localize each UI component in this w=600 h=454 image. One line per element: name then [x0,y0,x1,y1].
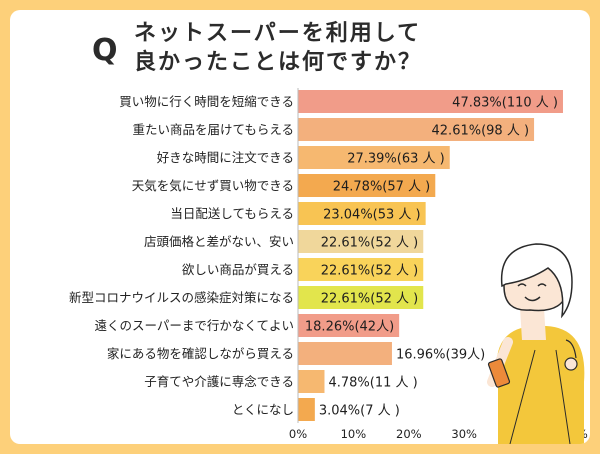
value-label: 22.61%(52 人 ) [321,236,419,251]
woman-with-phone-illustration [487,243,585,444]
bar-chart: Q ネットスーパーを利用して 良かったことは何ですか？ 買い物に行く時間を短縮で… [69,21,588,444]
title-line-1: ネットスーパーを利用して [134,21,421,46]
category-label: 子育てや介護に専念できる [144,374,294,389]
chart-card: Q ネットスーパーを利用して 良かったことは何ですか？ 買い物に行く時間を短縮で… [10,10,590,444]
value-label: 4.78%(11 人 ) [328,376,417,391]
bar [298,342,392,365]
x-tick-label: 20% [396,427,422,441]
category-label: とくになし [232,402,294,417]
category-label: 家にある物を確認しながら買える [107,346,294,361]
category-label: 欲しい商品が買える [182,262,294,277]
bar [298,398,315,421]
bar [298,286,424,309]
value-label: 47.83%(110 人 ) [452,96,558,111]
bar [298,118,535,141]
bar [298,314,400,337]
title-q-letter: Q [92,33,118,68]
category-label: 買い物に行く時間を短縮できる [119,94,294,109]
x-tick-label: 30% [451,427,477,441]
value-label: 22.61%(52 人 ) [321,292,419,307]
value-label: 22.61%(52 人 ) [321,264,419,279]
bar [298,174,436,197]
value-label: 24.78%(57 人 ) [333,180,431,195]
bar [298,370,325,393]
value-labels-group: 47.83%(110 人 ) 42.61%(98 人 ) 27.39%(63 人 )… [305,96,558,419]
bar [298,202,426,225]
value-label: 23.04%(53 人 ) [323,208,421,223]
x-tick-label: 0% [289,427,307,441]
bar [298,146,450,169]
category-label: 新型コロナウイルスの感染症対策になる [69,290,294,305]
bar [298,90,563,113]
category-label: 遠くのスーパーまで行かなくてよい [94,318,294,333]
bars-group [298,90,563,421]
bar [298,230,424,253]
category-label: 重たい商品を届けてもらえる [132,122,294,137]
category-label: 店頭価格と差がない、安い [144,234,294,249]
category-label: 当日配送してもらえる [170,206,294,221]
x-tick-label: 10% [341,427,367,441]
category-labels-group: 買い物に行く時間を短縮できる重たい商品を届けてもらえる好きな時間に注文できる天気… [69,94,294,417]
title-line-2: 良かったことは何ですか？ [134,49,422,75]
category-label: 好きな時間に注文できる [157,150,294,165]
value-label: 16.96%(39人) [396,348,485,363]
value-label: 27.39%(63 人 ) [347,152,445,167]
category-label: 天気を気にせず買い物できる [132,178,294,193]
value-label: 18.26%(42人) [305,320,394,335]
bar [298,258,424,281]
value-label: 42.61%(98 人 ) [432,124,530,139]
value-label: 3.04%(7 人 ) [319,404,400,419]
